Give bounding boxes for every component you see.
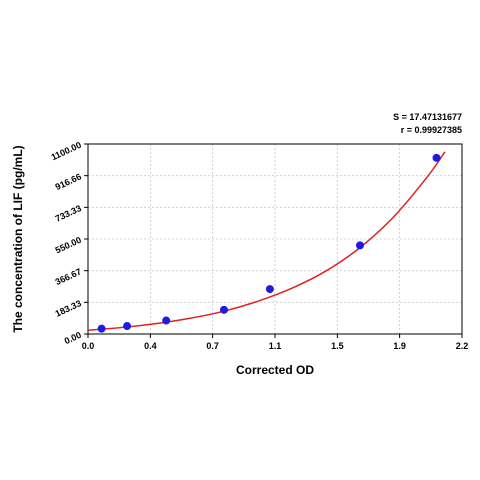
grid	[88, 144, 462, 334]
y-tick-label: 733.33	[54, 203, 83, 224]
data-points	[97, 153, 441, 333]
data-point	[220, 305, 228, 314]
x-tick-label: 0.7	[206, 341, 219, 351]
fit-curve-group	[87, 151, 446, 331]
data-point	[432, 153, 441, 162]
y-axis-title: The concentration of LIF (pg/mL)	[11, 145, 25, 332]
data-point	[97, 324, 106, 333]
x-tick-label: 0.0	[82, 341, 95, 351]
x-tick-label: 1.9	[393, 341, 406, 351]
x-tick-label: 1.5	[331, 341, 344, 351]
data-point	[265, 285, 274, 294]
fit-curve	[87, 151, 446, 331]
x-tick-label: 0.4	[144, 341, 157, 351]
y-tick-label: 1100.00	[50, 140, 83, 163]
y-tick-label: 366.67	[54, 266, 83, 287]
stat-s: S = 17.47131677	[393, 112, 462, 122]
y-tick-label: 916.66	[54, 171, 83, 192]
data-point	[356, 241, 364, 250]
y-tick-label: 550.00	[54, 235, 83, 256]
stat-r: r = 0.99927385	[401, 125, 462, 135]
ticks: 0.0 0.4 0.7 1.1 1.5 1.9 2.2 0.00 183.33 366.67 550…	[50, 140, 469, 351]
y-tick-label: 183.33	[54, 298, 83, 319]
x-axis-title: Corrected OD	[236, 363, 314, 377]
y-tick-label: 0.00	[63, 330, 83, 346]
data-point	[162, 316, 171, 325]
x-tick-label: 2.2	[456, 341, 469, 351]
x-tick-label: 1.1	[269, 341, 282, 351]
data-point	[123, 322, 132, 331]
